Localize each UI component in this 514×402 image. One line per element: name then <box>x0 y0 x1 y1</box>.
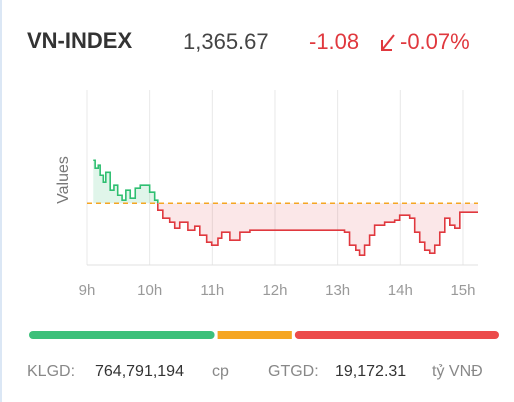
line-down <box>157 203 478 257</box>
area-up <box>93 160 158 204</box>
price: 1,365.67 <box>183 29 269 54</box>
value-label: GTGD: <box>268 363 319 380</box>
change-percent: -0.07% <box>400 29 470 54</box>
change: -1.08 <box>309 29 359 54</box>
down-arrow-icon <box>381 34 395 51</box>
x-tick-label: 12h <box>262 282 287 299</box>
symbol: VN-INDEX <box>27 28 132 53</box>
x-tick-label: 9h <box>79 282 96 299</box>
volume: 764,791,194 <box>95 363 184 380</box>
area-down <box>93 203 478 256</box>
volume-unit: cp <box>212 363 229 380</box>
value-unit: tỷ VNĐ <box>432 363 483 380</box>
x-tick-label: 10h <box>137 282 162 299</box>
trade-value: 19,172.31 <box>335 363 406 380</box>
x-tick-label: 11h <box>200 282 224 299</box>
x-tick-label: 15h <box>450 282 475 299</box>
breadth-segment <box>294 331 499 339</box>
breadth-segment <box>217 331 292 339</box>
y-axis-label: Values <box>55 156 72 204</box>
line-up <box>93 159 159 204</box>
breadth-segment <box>29 331 215 339</box>
x-tick-label: 13h <box>325 282 350 299</box>
x-tick-label: 14h <box>388 282 413 299</box>
volume-label: KLGD: <box>27 363 75 380</box>
